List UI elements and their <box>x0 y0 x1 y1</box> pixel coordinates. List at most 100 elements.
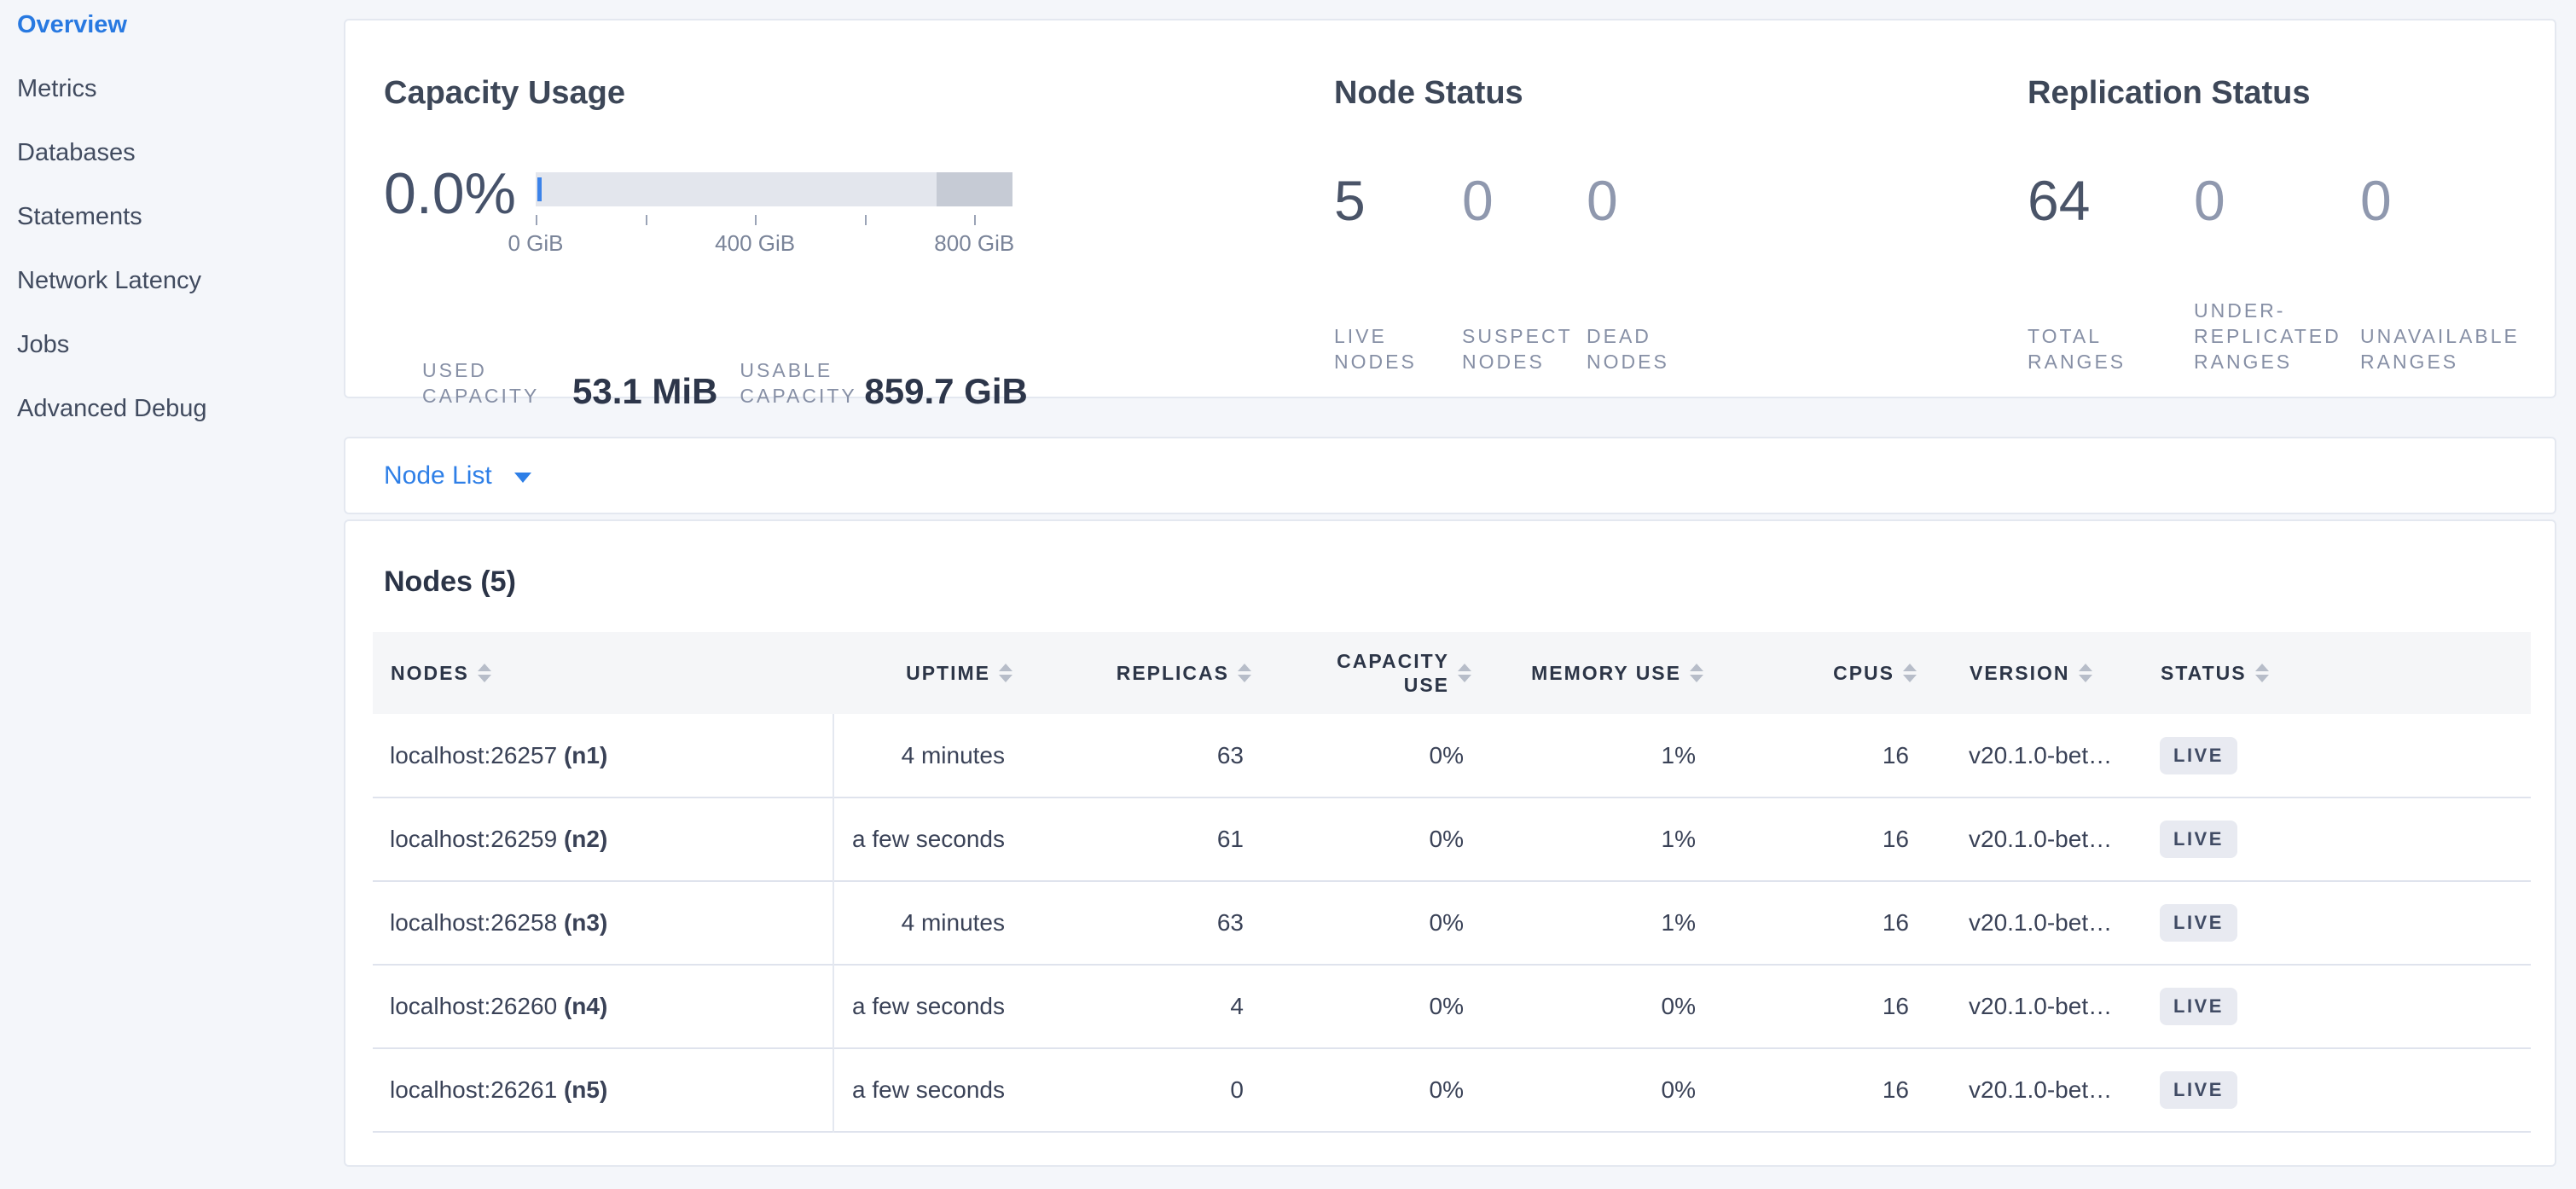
axis-tick <box>536 215 537 225</box>
node-address[interactable]: localhost:26260 <box>390 993 564 1019</box>
sidebar-item-databases[interactable]: Databases <box>17 139 136 166</box>
column-label: REPLICAS <box>1116 661 1229 684</box>
sort-icon[interactable] <box>1458 664 1471 682</box>
stat-under-replicated-ranges: 0 UNDER-REPLICATED RANGES <box>2194 172 2360 374</box>
sort-icon[interactable] <box>2078 664 2092 682</box>
node-address[interactable]: localhost:26258 <box>390 909 564 936</box>
axis-tick-label: 0 GiB <box>508 230 564 256</box>
node-status-cell: LIVE <box>2117 1048 2531 1132</box>
stat-label: TOTAL RANGES <box>2028 325 2126 373</box>
table-row[interactable]: localhost:26261 (n5) a few seconds 0 0% 0% 16… <box>373 1048 2531 1132</box>
capacity-usage-chart: 0.0% 0 GiB 400 GiB 800 GiB <box>384 165 1014 256</box>
replication-status-section: Replication Status 64 TOTAL RANGES 0 UNDER-… <box>2028 73 2548 374</box>
nodes-table-card: Nodes (5) NODES UPTIME REPLICAS CAPACITY US… <box>344 519 2556 1167</box>
status-badge: LIVE <box>2160 904 2237 942</box>
node-replicas-cell: 63 <box>1017 881 1256 965</box>
sort-icon[interactable] <box>999 664 1012 682</box>
table-row[interactable]: localhost:26258 (n3) 4 minutes 63 0% 1% 16 v20… <box>373 881 2531 965</box>
stat-value: 53.1 MiB <box>572 371 718 411</box>
node-version-cell: v20.1.0-bet… <box>1921 965 2117 1048</box>
node-version-cell: v20.1.0-bet… <box>1921 798 2117 881</box>
axis-tick <box>645 215 647 225</box>
sidebar-item-jobs[interactable]: Jobs <box>17 331 70 358</box>
sort-icon[interactable] <box>2254 664 2269 682</box>
stat-label: DEAD NODES <box>1587 325 1669 373</box>
node-cpus-cell: 16 <box>1708 965 1921 1048</box>
stat-label: UNAVAILABLE RANGES <box>2360 325 2520 373</box>
stat-suspect-nodes: 0 SUSPECT NODES <box>1462 172 1587 374</box>
node-memory-cell: 0% <box>1476 965 1708 1048</box>
node-memory-cell: 1% <box>1476 881 1708 965</box>
node-capacity-cell: 0% <box>1256 965 1476 1048</box>
sidebar: Overview Metrics Databases Statements Networ… <box>0 0 344 1189</box>
capacity-bar-reserved-segment <box>937 172 1012 206</box>
column-label: NODES <box>391 661 469 684</box>
node-replicas-cell: 0 <box>1017 1048 1256 1132</box>
sidebar-item-statements[interactable]: Statements <box>17 203 142 230</box>
stat-number: 0 <box>1462 169 1494 232</box>
sidebar-item-overview[interactable]: Overview <box>17 11 127 38</box>
stat-number: 5 <box>1334 169 1366 232</box>
node-address[interactable]: localhost:26261 <box>390 1076 564 1103</box>
node-cpus-cell: 16 <box>1708 798 1921 881</box>
table-row[interactable]: localhost:26257 (n1) 4 minutes 63 0% 1% 16 v20… <box>373 714 2531 798</box>
stat-label: USED CAPACITY <box>422 359 540 407</box>
stat-label: LIVE NODES <box>1334 325 1417 373</box>
column-header-uptime[interactable]: UPTIME <box>833 632 1017 714</box>
sort-icon[interactable] <box>1238 664 1251 682</box>
column-label: CPUS <box>1833 661 1894 684</box>
table-row[interactable]: localhost:26260 (n4) a few seconds 4 0% 0% 16… <box>373 965 2531 1048</box>
sort-icon[interactable] <box>477 664 491 682</box>
node-replicas-cell: 61 <box>1017 798 1256 881</box>
sort-icon[interactable] <box>1690 664 1703 682</box>
axis-tick <box>974 215 977 225</box>
column-header-status[interactable]: STATUS <box>2117 632 2531 714</box>
sidebar-item-network-latency[interactable]: Network Latency <box>17 267 201 294</box>
column-header-nodes[interactable]: NODES <box>373 632 833 714</box>
nodes-table-header-row: NODES UPTIME REPLICAS CAPACITY USE MEMORY US… <box>373 632 2531 714</box>
cluster-summary-card: Capacity Usage 0.0% 0 GiB 400 GiB 800 GiB … <box>344 19 2556 409</box>
table-row[interactable]: localhost:26259 (n2) a few seconds 61 0% 1% 1… <box>373 798 2531 881</box>
nodes-table-title: Nodes (5) <box>384 566 516 598</box>
node-address[interactable]: localhost:26259 <box>390 826 564 852</box>
status-badge: LIVE <box>2160 821 2237 858</box>
axis-tick <box>755 215 757 225</box>
capacity-stats: USED CAPACITY 53.1 MiB USABLE CAPACITY 859.… <box>422 357 1028 409</box>
nodes-table: NODES UPTIME REPLICAS CAPACITY USE MEMORY US… <box>373 632 2531 1133</box>
capacity-axis-labels: 0 GiB 400 GiB 800 GiB <box>508 230 1014 256</box>
column-header-replicas[interactable]: REPLICAS <box>1017 632 1256 714</box>
node-capacity-cell: 0% <box>1256 714 1476 798</box>
stat-dead-nodes: 0 DEAD NODES <box>1587 172 1732 374</box>
node-list-dropdown[interactable]: Node List <box>344 437 2556 514</box>
node-uptime-cell: 4 minutes <box>833 714 1017 798</box>
sidebar-item-metrics[interactable]: Metrics <box>17 75 97 102</box>
column-header-cpus[interactable]: CPUS <box>1708 632 1921 714</box>
node-status-cell: LIVE <box>2117 881 2531 965</box>
node-uptime-cell: a few seconds <box>833 1048 1017 1132</box>
node-status-section: Node Status 5 LIVE NODES 0 SUSPECT NODES 0 DE… <box>1334 73 1732 374</box>
column-label: UPTIME <box>906 661 990 684</box>
node-version-cell: v20.1.0-bet… <box>1921 881 2117 965</box>
stat-label: USABLE CAPACITY <box>740 359 857 407</box>
node-memory-cell: 0% <box>1476 1048 1708 1132</box>
node-status-cell: LIVE <box>2117 965 2531 1048</box>
node-status-cell: LIVE <box>2117 714 2531 798</box>
column-header-version[interactable]: VERSION <box>1921 632 2117 714</box>
status-badge: LIVE <box>2160 736 2237 774</box>
sidebar-item-advanced-debug[interactable]: Advanced Debug <box>17 395 207 422</box>
column-header-capacity[interactable]: CAPACITY USE <box>1256 632 1476 714</box>
stat-label: UNDER-REPLICATED RANGES <box>2194 299 2341 373</box>
node-replicas-cell: 4 <box>1017 965 1256 1048</box>
capacity-bar-used-segment <box>537 177 542 201</box>
sort-icon[interactable] <box>1903 664 1917 682</box>
node-version-cell: v20.1.0-bet… <box>1921 1048 2117 1132</box>
node-list-dropdown-label[interactable]: Node List <box>384 461 492 490</box>
node-cpus-cell: 16 <box>1708 714 1921 798</box>
status-badge: LIVE <box>2160 988 2237 1025</box>
node-address[interactable]: localhost:26257 <box>390 741 564 768</box>
column-header-memory[interactable]: MEMORY USE <box>1476 632 1708 714</box>
node-capacity-cell: 0% <box>1256 798 1476 881</box>
node-id: (n3) <box>563 909 608 936</box>
capacity-stat-usable-capacity: USABLE CAPACITY 859.7 GiB <box>740 357 1027 409</box>
sidebar-list: Overview Metrics Databases Statements Networ… <box>0 0 344 441</box>
